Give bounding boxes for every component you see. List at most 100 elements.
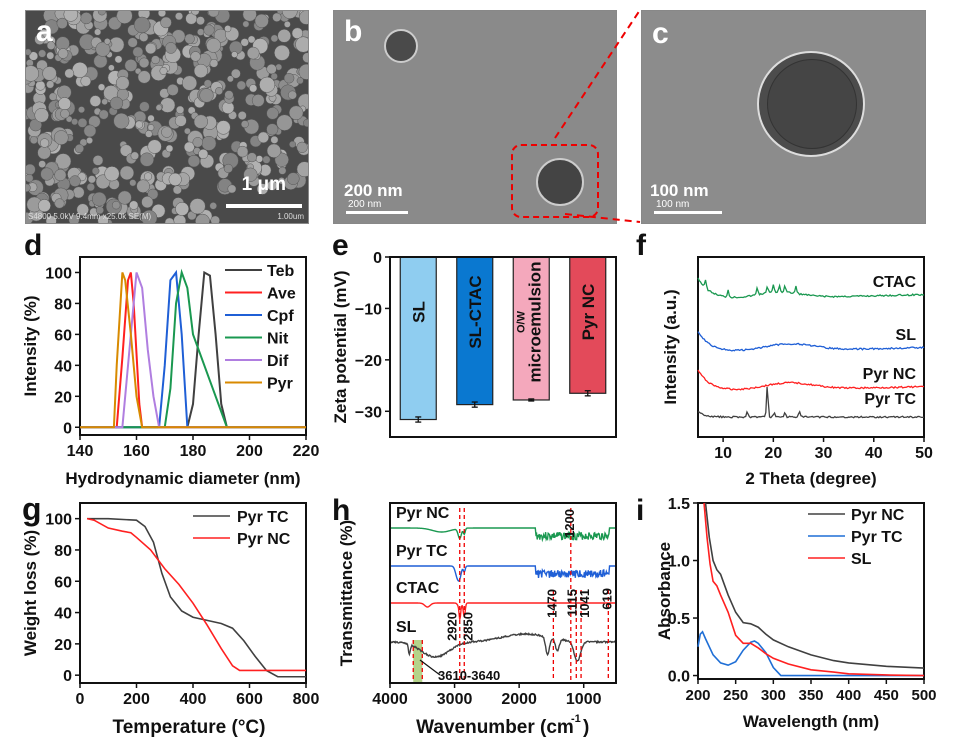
series-line-pyr-nc: [390, 527, 616, 543]
x-tick-label: 200: [236, 443, 263, 460]
y-axis-label: Intensity (a.u.): [661, 289, 680, 404]
y-tick-label: 1.5: [668, 496, 690, 513]
scale-small-c: 100 nm: [656, 199, 690, 210]
particle-selected: [536, 158, 584, 206]
series-label: Pyr TC: [864, 391, 916, 408]
chart-i-uvvis: i 200 250 300 350 400 450 500 0.0 0.5 1.0 1.5 Pyr NC…: [636, 494, 937, 731]
x-axis-label: 2 Theta (degree): [745, 469, 876, 488]
panel-label-f: f: [636, 229, 647, 262]
series-line-sl: [389, 632, 617, 662]
zoom-region-box: [511, 144, 599, 218]
x-axis-label: Hydrodynamic diameter (nm): [65, 469, 300, 488]
zoom-connector: [554, 9, 641, 223]
legend-label: Pyr TC: [237, 509, 289, 526]
series-line-teb: [80, 270, 306, 429]
legend-label: Pyr TC: [851, 529, 903, 546]
x-tick-label: 600: [236, 691, 263, 708]
y-tick-label: 40: [54, 606, 72, 623]
bar-label: SL-CTAC: [466, 275, 485, 348]
band-label: 3610-3640: [438, 668, 500, 683]
y-tick-label: 0: [373, 250, 382, 267]
y-tick-label: 20: [54, 637, 72, 654]
x-tick-label: 50: [915, 445, 933, 462]
legend-label: Pyr NC: [237, 531, 291, 548]
chart-d-dls: d 140 160 180 200 220 0 20 40 60 80 100 Teb Ave Cpf Nit…: [21, 229, 319, 488]
x-axis-label: Temperature (°C): [113, 717, 266, 738]
scale-bar-c: [654, 211, 722, 214]
chart-g-tga: g 0 200 400 600 800 0 20 40 60 80 100 Pyr TC Pyr NC Te…: [21, 491, 319, 738]
series-line-sl: [703, 502, 925, 677]
x-tick-label: 0: [76, 691, 85, 708]
bar-3: [569, 256, 607, 394]
scale-bar-b: [346, 211, 408, 214]
legend-label: Teb: [267, 263, 294, 280]
series-line-pyr-nc: [697, 369, 925, 391]
series-line-pyr-tc: [697, 630, 924, 677]
series-label: Pyr NC: [863, 366, 917, 383]
y-tick-label: 80: [54, 543, 72, 560]
series-label: Pyr TC: [396, 543, 448, 560]
y-tick-label: 60: [54, 574, 72, 591]
x-tick-label: 3000: [437, 691, 473, 708]
series-line-cpf: [80, 269, 306, 429]
x-tick-label: 800: [293, 691, 320, 708]
x-tick-label: 180: [180, 443, 207, 460]
legend-label: Pyr NC: [851, 507, 905, 524]
y-tick-label: 0.5: [668, 611, 690, 628]
y-tick-label: 0: [63, 420, 72, 437]
legend-label: Ave: [267, 286, 296, 303]
y-axis-label: Intensity (%): [21, 295, 40, 396]
y-axis-label: Transmittance (%): [337, 520, 356, 666]
x-tick-label: 220: [293, 443, 320, 460]
particles-texture: [26, 11, 308, 223]
series-line-ctac: [697, 277, 925, 299]
bar-label: SL: [409, 301, 428, 323]
band-arrow: [419, 659, 441, 676]
y-tick-label: −10: [355, 301, 382, 318]
y-tick-label: 60: [54, 327, 72, 344]
marker-label: 1115: [564, 589, 579, 617]
scale-small-a: 1.00um: [277, 212, 304, 221]
bar-label: microemulsion: [525, 262, 544, 383]
legend-label: Nit: [267, 331, 289, 348]
series-line-pyr-tc: [390, 565, 616, 582]
marker-label: 619: [599, 588, 614, 610]
x-tick-label: 20: [764, 445, 782, 462]
y-tick-label: 1.0: [668, 554, 690, 571]
panel-label-b: b: [344, 15, 363, 48]
panel-label-h: h: [332, 494, 350, 527]
scale-label-b: 200 nm: [344, 181, 403, 200]
chart-f-xrd: f 10 20 30 40 50 CTAC SL Pyr NC Pyr TC 2 Theta (de…: [636, 229, 933, 488]
legend-label: Dif: [267, 353, 289, 370]
plot-frame: [389, 502, 617, 684]
x-tick-label: 350: [798, 687, 823, 704]
scale-bar-a: [226, 204, 302, 208]
y-axis-label: Absorbance: [655, 542, 674, 640]
particle-zoomed: [757, 51, 865, 157]
marker-label: 2850: [460, 612, 475, 641]
x-tick-label: 40: [865, 445, 883, 462]
y-tick-label: 0: [63, 668, 72, 685]
sem-info-text: S4800 5.0kV 9.4mm x25.0k SE(M): [28, 212, 152, 221]
bar-label: Pyr NC: [579, 284, 598, 341]
tem-image-c: c 100 nm 100 nm: [641, 10, 926, 224]
panel-label-e: e: [332, 229, 349, 262]
y-axis-label: Weight loss (%): [21, 530, 40, 656]
x-tick-label: 300: [761, 687, 786, 704]
marker-label: 2920: [445, 612, 460, 641]
series-label: Pyr NC: [396, 505, 450, 522]
y-tick-label: 100: [45, 512, 72, 529]
legend-label: SL: [851, 551, 872, 568]
y-tick-label: −30: [355, 404, 382, 421]
x-axis-label: Wavelength (nm): [743, 712, 879, 731]
bar-0: [399, 256, 437, 421]
legend-label: Cpf: [267, 308, 294, 325]
series-line-pyr-nc: [86, 517, 306, 672]
series-line-nit: [80, 268, 306, 429]
x-axis-label-paren: ): [583, 717, 589, 738]
y-tick-label: 0.0: [668, 669, 690, 686]
series-line-dif: [80, 272, 306, 429]
